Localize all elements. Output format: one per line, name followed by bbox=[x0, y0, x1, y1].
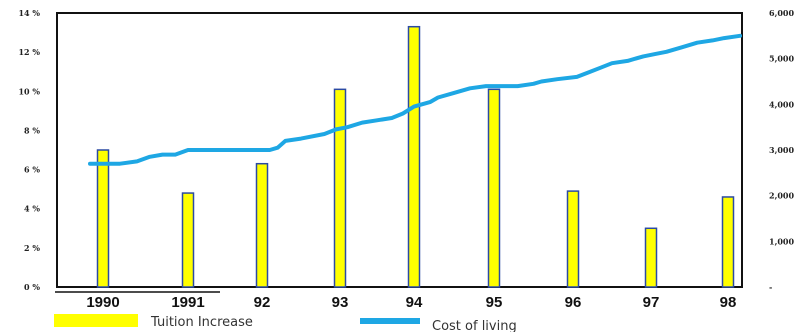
left-tick-label: 14 % bbox=[18, 8, 40, 18]
category-label: 98 bbox=[720, 294, 737, 311]
bar-tuition-1990 bbox=[96, 149, 110, 288]
legend-label: Cost of living bbox=[432, 319, 517, 332]
legend-item-cost-of-living: Cost of living bbox=[360, 318, 517, 332]
legend-item-tuition: Tuition Increase bbox=[54, 314, 253, 330]
legend-swatch bbox=[54, 314, 138, 327]
left-tick-label: 6 % bbox=[24, 165, 40, 175]
right-tick-label: 3,000 bbox=[769, 145, 794, 155]
bar-tuition-92 bbox=[255, 162, 269, 288]
right-tick-label: 6,000 bbox=[769, 8, 794, 18]
category-label: 1991 bbox=[171, 294, 204, 311]
left-tick-label: 0 % bbox=[24, 282, 40, 292]
line-cost-of-living bbox=[88, 33, 742, 166]
bar-tuition-94 bbox=[407, 25, 421, 288]
left-tick-label: 2 % bbox=[24, 243, 40, 253]
category-label: 92 bbox=[254, 294, 271, 311]
category-labels: 1990 1991 92 93 94 95 96 97 98 bbox=[86, 294, 736, 311]
right-tick-label: 4,000 bbox=[769, 99, 794, 109]
left-axis: 0 % 2 % 4 % 6 % 8 % 10 % 12 % 14 % bbox=[18, 8, 40, 292]
left-tick-label: 10 % bbox=[18, 86, 40, 96]
bar-tuition-98 bbox=[721, 196, 735, 288]
category-label: 1990 bbox=[86, 294, 119, 311]
category-label: 93 bbox=[332, 294, 349, 311]
bar-tuition-96 bbox=[566, 190, 580, 288]
right-axis: - 1,000 2,000 3,000 4,000 5,000 6,000 bbox=[769, 8, 794, 292]
bar-series bbox=[96, 25, 735, 288]
category-label: 97 bbox=[643, 294, 660, 311]
right-tick-label: 2,000 bbox=[769, 191, 794, 201]
legend-swatch bbox=[360, 318, 420, 324]
category-label: 94 bbox=[406, 294, 423, 311]
legend: Tuition Increase Cost of living bbox=[54, 314, 517, 332]
left-tick-label: 4 % bbox=[24, 204, 40, 214]
bar-tuition-95 bbox=[487, 88, 501, 288]
left-tick-label: 8 % bbox=[24, 125, 40, 135]
line-series bbox=[88, 33, 742, 166]
category-label: 96 bbox=[565, 294, 582, 311]
left-tick-label: 12 % bbox=[18, 47, 40, 57]
right-tick-label: 5,000 bbox=[769, 54, 794, 64]
bar-tuition-97 bbox=[644, 227, 658, 288]
right-tick-label: - bbox=[769, 282, 772, 292]
bar-tuition-93 bbox=[333, 88, 347, 288]
bar-tuition-1991 bbox=[181, 192, 195, 288]
legend-label: Tuition Increase bbox=[150, 315, 253, 330]
right-tick-label: 1,000 bbox=[769, 236, 794, 246]
category-label: 95 bbox=[486, 294, 503, 311]
plot-frame bbox=[56, 12, 743, 288]
